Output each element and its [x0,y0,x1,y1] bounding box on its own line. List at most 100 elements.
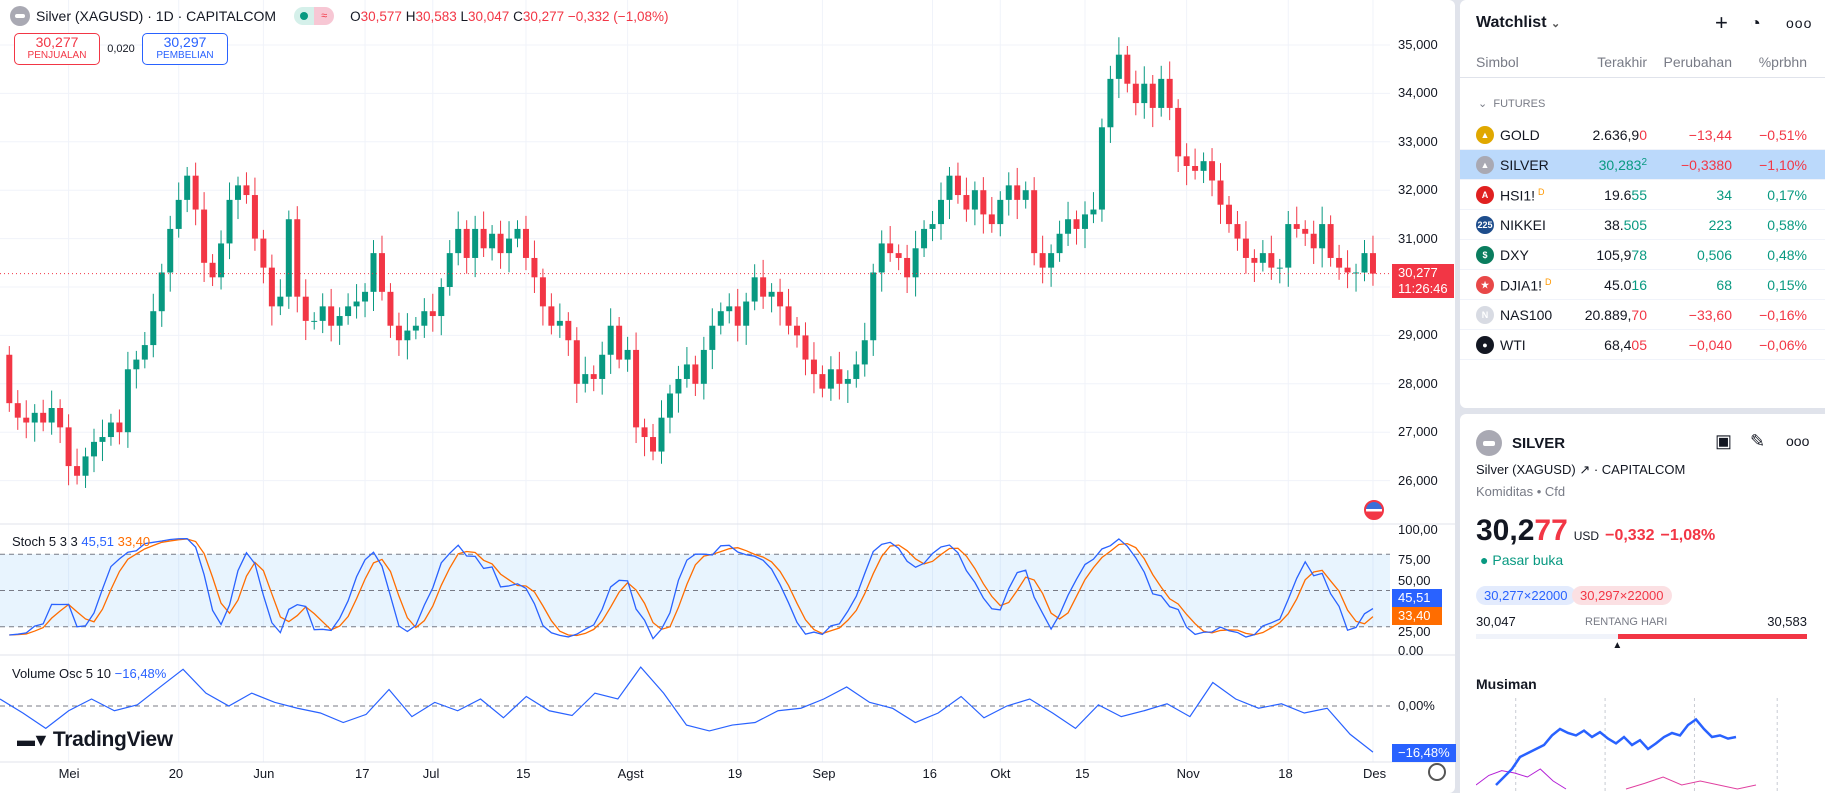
candle-body [709,325,716,350]
add-symbol-icon[interactable]: + [1715,10,1728,35]
candle-body [768,291,775,297]
more-options-icon[interactable]: ooo [1786,433,1810,449]
us-event-flag-icon[interactable] [1364,500,1384,520]
candle-body [294,219,301,297]
chart-area[interactable]: Silver (XAGUSD) · 1D · CAPITALCOM ≈ O30,… [0,0,1456,793]
candle-body [74,466,81,476]
candle-body [819,374,826,389]
watchlist-row-silver[interactable]: ▲ SILVER 30,2832 −0,3380 −1,10% [1460,150,1825,180]
row-last: 30,2832 [1598,157,1647,173]
day-range-fill [1618,634,1807,639]
col-last[interactable]: Terakhir [1597,54,1647,70]
buy-button[interactable]: 30,297 PEMBELIAN [142,33,228,65]
tradingview-logo[interactable]: ▬▼ TradingView [17,728,173,751]
row-change: −33,60 [1688,307,1732,323]
seasonal-chart[interactable] [1476,698,1807,793]
candle-body [666,393,673,418]
candle-body [1081,214,1088,229]
watchlist-row-hsi1[interactable]: A HSI1! D 19.655 34 0,17% [1460,180,1825,210]
symbol-details-panel: SILVER ▣ ✎ ooo Silver (XAGUSD) ↗ · CAPIT… [1460,414,1825,793]
candle-body [506,238,513,254]
candle-body [878,243,885,273]
chart-title[interactable]: Silver (XAGUSD) · 1D · CAPITALCOM [36,8,277,24]
chart-canvas[interactable] [0,0,1455,793]
market-status-pill[interactable]: ≈ [294,7,335,25]
range-label: RENTANG HARI [1585,616,1668,628]
watchlist-row-nikkei[interactable]: 225 NIKKEI 38.505 223 0,58% [1460,210,1825,240]
candle-body [1005,185,1012,200]
candle-body [234,185,241,200]
candle-body [1124,54,1131,84]
details-symbol[interactable]: SILVER [1512,434,1566,452]
settings-gear-icon[interactable] [1428,763,1446,781]
candle-body [556,320,563,326]
candle-body [844,378,851,384]
row-change-pct: 0,15% [1767,277,1807,293]
details-type: Komiditas • Cfd [1476,484,1566,499]
more-options-icon[interactable]: ooo [1786,15,1813,31]
change-value: −0,332 (−1,08%) [567,8,669,24]
candle-body [1200,161,1207,171]
symbol-logo-icon: N [1476,306,1494,324]
row-symbol: GOLD [1500,127,1540,143]
row-symbol: HSI1! D [1500,187,1545,204]
candle-body [1353,272,1360,274]
candle-body [853,364,860,379]
watchlist-row-nas100[interactable]: N NAS100 20.889,70 −33,60 −0,16% [1460,300,1825,330]
candle-body [1065,219,1072,234]
candle-body [887,243,894,254]
grid-view-icon[interactable]: ▣ [1715,431,1733,451]
candle-body [971,190,978,210]
stoch-legend[interactable]: Stoch 5 3 3 45,51 33,40 [12,534,151,549]
group-futures[interactable]: ⌄ FUTURES [1478,98,1546,110]
symbol-logo-icon: ▲ [1476,156,1494,174]
candle-body [463,228,470,258]
candle-body [1327,224,1334,258]
candle-body [387,291,394,326]
candle-body [1302,228,1309,234]
candle-body [455,228,462,254]
row-last: 38.505 [1604,217,1647,233]
candle-body [99,437,106,442]
row-change-pct: 0,58% [1767,217,1807,233]
candle-body [23,417,30,423]
volume-osc-line [0,666,1374,753]
candle-body [921,228,928,249]
watchlist-row-djia1[interactable]: ★ DJIA1! D 45.016 68 0,15% [1460,270,1825,300]
price-tick-label: 34,000 [1398,85,1438,101]
seasonal-line-pink [1625,776,1757,790]
row-last: 2.636,90 [1592,127,1647,143]
candle-body [1259,253,1266,263]
candle-body [260,238,267,268]
candle-body [641,427,648,438]
col-symbol[interactable]: Simbol [1476,54,1519,70]
volume-osc-legend[interactable]: Volume Osc 5 10 −16,48% [12,666,167,681]
candle-body [124,369,131,433]
col-change-pct[interactable]: %prbhn [1758,54,1807,70]
candle-body [1141,83,1148,104]
external-link-icon[interactable]: ↗ [1579,462,1591,477]
watchlist-row-wti[interactable]: ● WTI 68,405 −0,040 −0,06% [1460,330,1825,360]
time-tick-label: Okt [990,766,1011,781]
candle-body [107,422,114,438]
candle-body [226,199,233,244]
candle-body [590,374,597,379]
candle-body [472,228,479,258]
watchlist-row-gold[interactable]: ▲ GOLD 2.636,90 −13,44 −0,51% [1460,120,1825,150]
price-tick-label: 29,000 [1398,327,1438,343]
candle-body [1056,233,1063,254]
candle-body [1031,190,1038,254]
time-tick-label: Agst [617,766,644,781]
row-symbol: DXY [1500,247,1529,263]
candle-body [421,311,428,326]
advanced-view-icon[interactable]: ◔ [1750,13,1761,33]
watchlist-title[interactable]: Watchlist ⌄ [1476,14,1561,31]
edit-note-icon[interactable]: ✎ [1750,431,1766,451]
watchlist-row-dxy[interactable]: $ DXY 105,978 0,506 0,48% [1460,240,1825,270]
chevron-down-icon: ⌄ [1550,18,1561,30]
sell-button[interactable]: 30,277 PENJUALAN [14,33,100,65]
candle-body [319,306,326,321]
candle-body [480,228,487,249]
row-change-pct: −0,51% [1759,127,1807,143]
col-change[interactable]: Perubahan [1663,54,1732,70]
